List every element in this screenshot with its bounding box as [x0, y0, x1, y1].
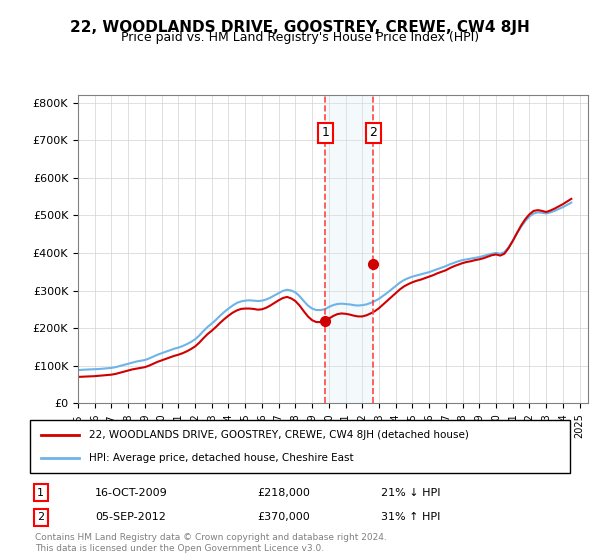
Text: 2: 2 [37, 512, 44, 522]
Text: 05-SEP-2012: 05-SEP-2012 [95, 512, 166, 522]
Text: £218,000: £218,000 [257, 488, 310, 498]
Text: Price paid vs. HM Land Registry's House Price Index (HPI): Price paid vs. HM Land Registry's House … [121, 31, 479, 44]
Bar [325, 95, 373, 403]
Text: 2: 2 [370, 126, 377, 139]
Text: Contains HM Land Registry data © Crown copyright and database right 2024.
This d: Contains HM Land Registry data © Crown c… [35, 534, 387, 553]
Text: 21% ↓ HPI: 21% ↓ HPI [381, 488, 440, 498]
Text: 31% ↑ HPI: 31% ↑ HPI [381, 512, 440, 522]
Text: 22, WOODLANDS DRIVE, GOOSTREY, CREWE, CW4 8JH (detached house): 22, WOODLANDS DRIVE, GOOSTREY, CREWE, CW… [89, 430, 469, 440]
Text: HPI: Average price, detached house, Cheshire East: HPI: Average price, detached house, Ches… [89, 453, 354, 463]
FancyBboxPatch shape [30, 420, 570, 473]
Text: £370,000: £370,000 [257, 512, 310, 522]
Text: 22, WOODLANDS DRIVE, GOOSTREY, CREWE, CW4 8JH: 22, WOODLANDS DRIVE, GOOSTREY, CREWE, CW… [70, 20, 530, 35]
Text: 1: 1 [37, 488, 44, 498]
Text: 16-OCT-2009: 16-OCT-2009 [95, 488, 167, 498]
Text: 1: 1 [322, 126, 329, 139]
